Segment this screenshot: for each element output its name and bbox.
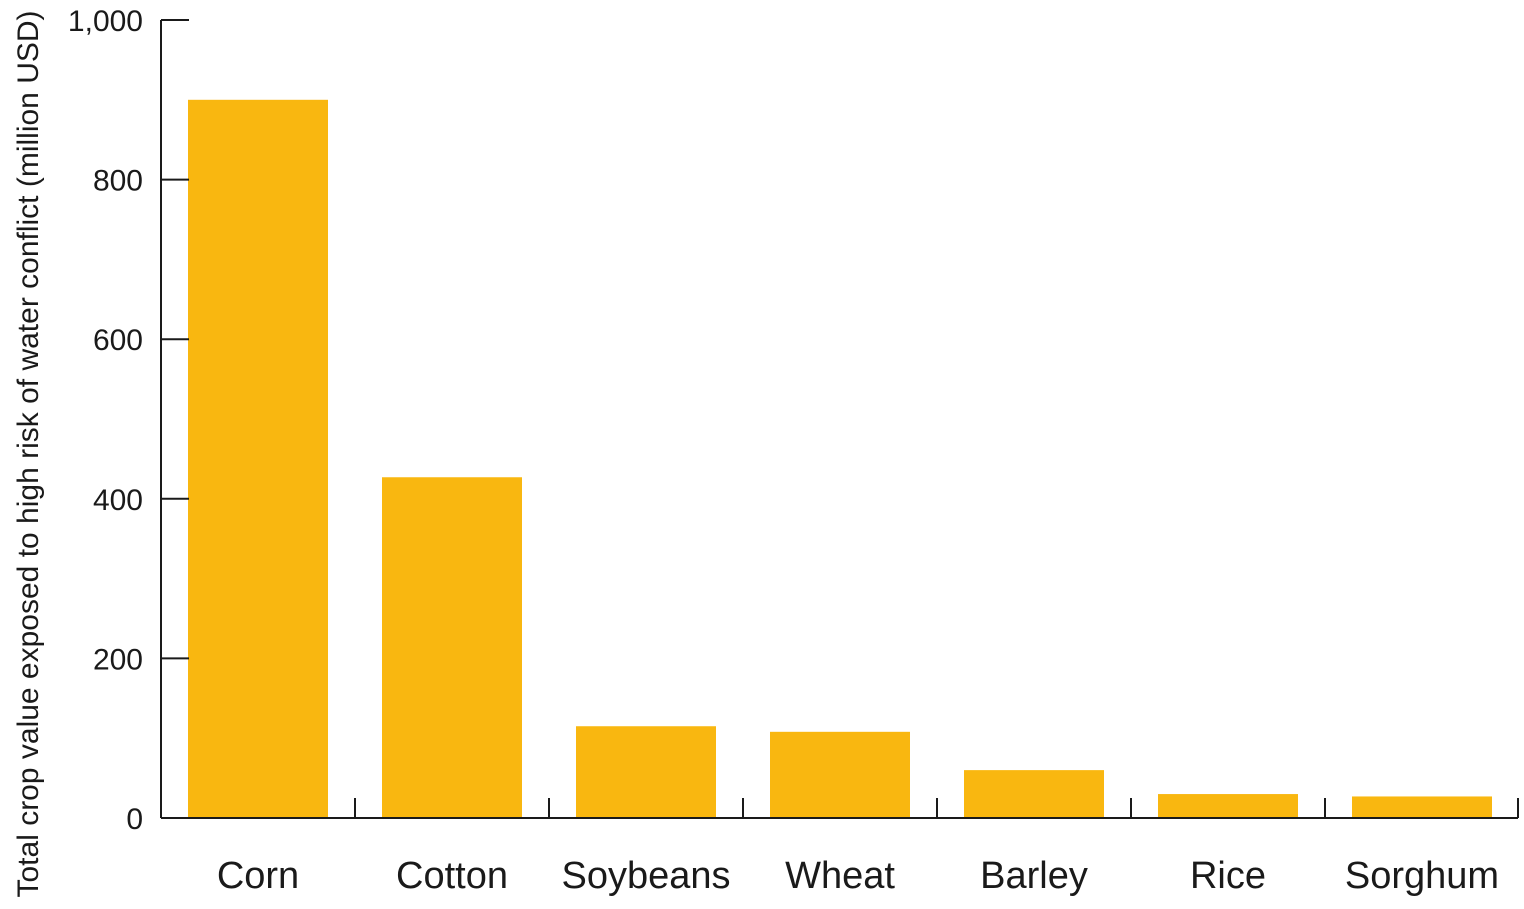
bar-corn: [188, 99, 328, 819]
bar-barley: [964, 770, 1104, 818]
x-tick-label-soybeans: Soybeans: [561, 855, 730, 897]
x-ticks: [354, 798, 1519, 818]
bar-rice: [1158, 794, 1298, 818]
bar-cotton: [382, 477, 522, 818]
y-tick-label: 600: [93, 324, 143, 357]
axes-layer: [160, 20, 1518, 819]
x-tick-label-cotton: Cotton: [396, 855, 508, 897]
x-tick-label-rice: Rice: [1190, 855, 1266, 897]
bar-sorghum: [1352, 796, 1492, 818]
bar-soybeans: [576, 726, 716, 818]
y-tick-label: 0: [126, 803, 143, 836]
bar-wheat: [770, 731, 910, 818]
y-tick-label: 200: [93, 643, 143, 676]
y-tick-label: 1,000: [68, 5, 143, 38]
x-tick-label-barley: Barley: [980, 855, 1088, 897]
y-tick-label: 400: [93, 484, 143, 517]
x-tick-label-corn: Corn: [217, 855, 299, 897]
y-axis-title: Total crop value exposed to high risk of…: [12, 10, 45, 897]
x-tick-label-sorghum: Sorghum: [1345, 855, 1499, 897]
x-tick-labels: Corn Cotton Soybeans Wheat Barley Rice Sorghum: [217, 855, 1499, 897]
x-tick-label-wheat: Wheat: [785, 855, 895, 897]
bars-layer: [188, 99, 1492, 819]
y-tick-label: 800: [93, 165, 143, 198]
y-ticks: 0 200 400 600 800 1,000: [68, 5, 189, 836]
